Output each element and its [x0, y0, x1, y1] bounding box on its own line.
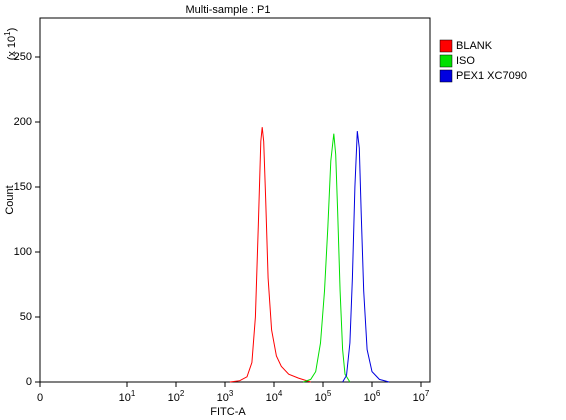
x-tick-label: 103 [217, 389, 234, 404]
x-tick-base: 10 [315, 392, 327, 404]
x-tick-sup: 4 [278, 389, 283, 398]
x-tick-sup: 3 [229, 389, 234, 398]
chart-title: Multi-sample : P1 [186, 4, 271, 16]
x-tick-label: 106 [364, 389, 381, 404]
x-tick-label: 105 [315, 389, 332, 404]
x-tick-sup: 7 [425, 389, 430, 398]
y-tick-label: 100 [14, 246, 32, 258]
x-tick-base: 10 [168, 392, 180, 404]
legend-swatch [439, 54, 453, 68]
x-tick-sup: 1 [131, 389, 136, 398]
x-axis-label: FITC-A [210, 406, 246, 418]
y-multiplier: (x 101) [3, 28, 18, 61]
x-tick-label: 102 [168, 389, 185, 404]
histogram-line [303, 133, 351, 383]
y-multiplier-suffix: ) [6, 28, 18, 32]
x-tick-sup: 2 [180, 389, 185, 398]
y-multiplier-sup: 1 [3, 31, 12, 36]
x-tick-base: 10 [364, 392, 376, 404]
x-tick-base: 10 [217, 392, 229, 404]
y-multiplier-prefix: (x 10 [6, 36, 18, 60]
histogram-line [342, 131, 390, 383]
y-tick-label: 250 [14, 51, 32, 63]
x-tick-base: 10 [413, 392, 425, 404]
histogram-line [229, 127, 311, 383]
x-tick-label: 0 [37, 392, 43, 404]
y-tick-label: 50 [20, 311, 32, 323]
legend-label: ISO [456, 55, 475, 67]
x-tick-base: 10 [266, 392, 278, 404]
y-tick-label: 200 [14, 116, 32, 128]
x-tick-label: 101 [119, 389, 136, 404]
y-tick-label: 150 [14, 181, 32, 193]
legend-swatch [439, 39, 453, 53]
legend-label: PEX1 XC7090 [456, 70, 527, 82]
x-tick-sup: 5 [327, 389, 332, 398]
plot-frame [39, 17, 431, 383]
legend-label: BLANK [456, 40, 493, 52]
x-tick-base: 10 [119, 392, 131, 404]
x-tick-sup: 6 [376, 389, 381, 398]
x-tick-label: 107 [413, 389, 430, 404]
x-tick-base: 0 [37, 392, 43, 404]
y-axis-label: Count [4, 185, 16, 214]
legend-swatch [439, 69, 453, 83]
y-tick-label: 0 [26, 376, 32, 388]
x-tick-label: 104 [266, 389, 283, 404]
